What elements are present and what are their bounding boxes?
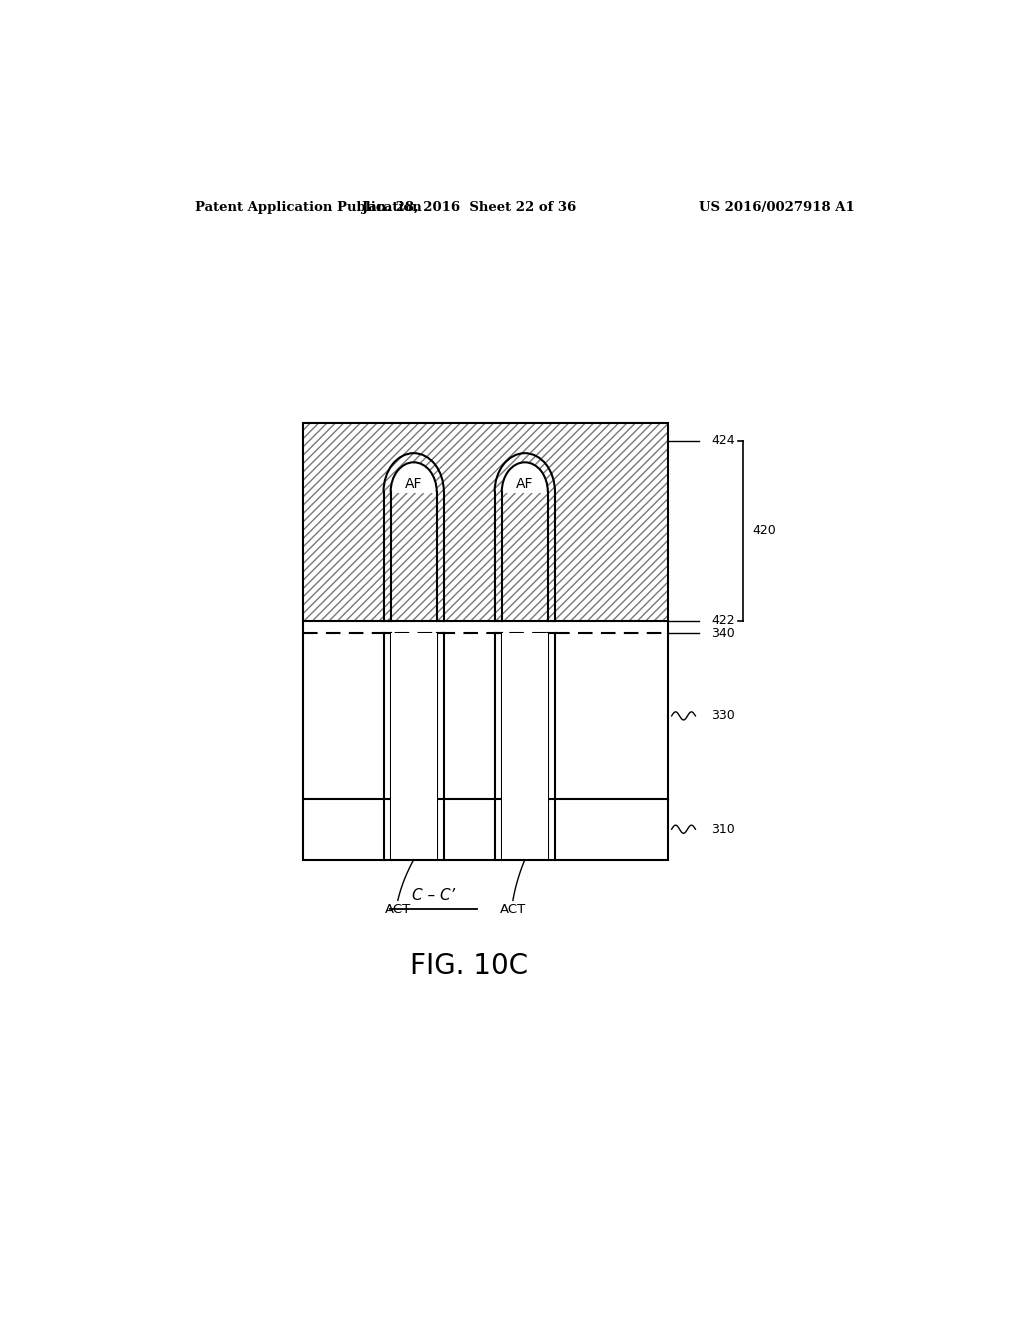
- Polygon shape: [502, 462, 548, 492]
- Text: Patent Application Publication: Patent Application Publication: [196, 201, 422, 214]
- Text: C – C’: C – C’: [412, 888, 455, 903]
- Text: ACT: ACT: [500, 903, 526, 916]
- Text: 420: 420: [753, 524, 776, 537]
- Bar: [502, 634, 548, 859]
- Polygon shape: [391, 462, 436, 492]
- Text: 422: 422: [712, 614, 735, 627]
- Text: AF: AF: [404, 477, 423, 491]
- Text: 330: 330: [712, 709, 735, 722]
- Bar: [303, 422, 668, 859]
- Bar: [303, 422, 668, 620]
- Text: FIG. 10C: FIG. 10C: [411, 953, 528, 981]
- Bar: [303, 422, 668, 859]
- Text: ACT: ACT: [385, 903, 411, 916]
- Bar: [391, 634, 436, 859]
- Text: US 2016/0027918 A1: US 2016/0027918 A1: [699, 201, 855, 214]
- Text: 310: 310: [712, 822, 735, 836]
- Text: 340: 340: [712, 627, 735, 640]
- Text: Jan. 28, 2016  Sheet 22 of 36: Jan. 28, 2016 Sheet 22 of 36: [362, 201, 577, 214]
- Text: AF: AF: [516, 477, 534, 491]
- Text: 424: 424: [712, 434, 735, 447]
